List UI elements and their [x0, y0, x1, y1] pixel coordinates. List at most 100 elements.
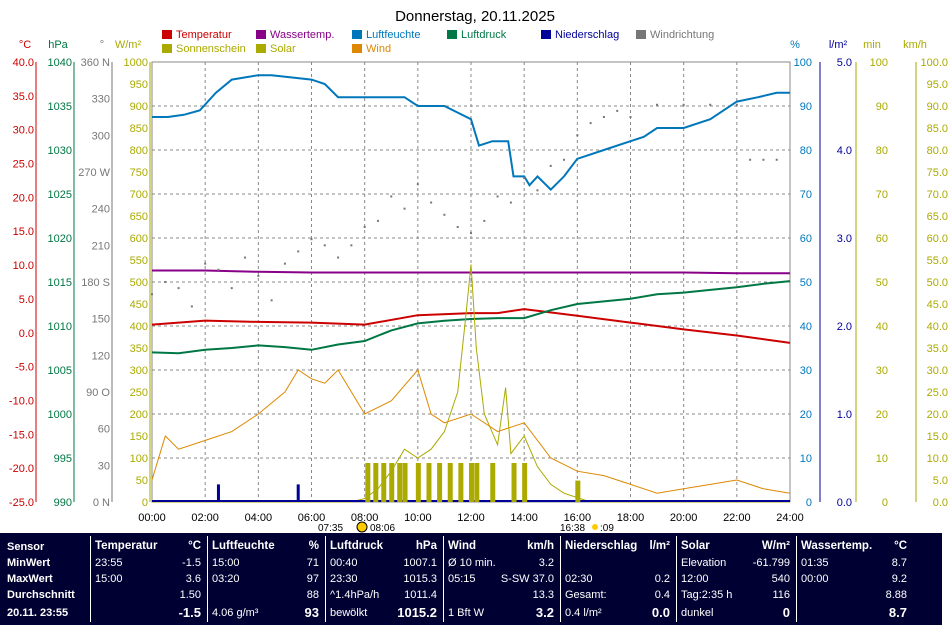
summary-column-1: Luftfeuchte% 15:00 71 03:20 97 88 4.06 g/m³ 93	[207, 536, 323, 622]
x-tick: 14:00	[510, 512, 538, 524]
series-sonnenschein-bar	[511, 463, 517, 502]
tick-kmh: 65.0	[927, 211, 948, 223]
axis-unit-min: min	[863, 39, 881, 51]
tick-rain: 5.0	[837, 57, 852, 69]
summary-cell-label: 01:35	[801, 557, 829, 569]
tick-solar: 800	[130, 145, 148, 157]
tick-solar: 650	[130, 211, 148, 223]
series-windrichtung-point	[536, 189, 539, 192]
summary-column-2: Luftdruck hPa 00:40 1007.1 23:30 1015.3 ^1.4hP…	[325, 536, 441, 622]
series-windrichtung-point	[403, 207, 406, 210]
summary-column-3: Wind km/h Ø 10 min. 3.2 05:15 S-SW 37.0 13.3 1 …	[443, 536, 558, 622]
tick-temp: -10.0	[9, 395, 34, 407]
summary-cell-label: 02:30	[565, 573, 593, 585]
tick-dir: 300	[92, 130, 110, 142]
summary-unit: %	[308, 540, 319, 552]
axis-unit-rain: l/m²	[829, 39, 848, 51]
tick-press: 1000	[48, 409, 72, 421]
summary-cell-label: 00:40	[330, 557, 358, 569]
summary-cell-value: 116	[772, 589, 790, 601]
legend-label-6: Sonnenschein	[176, 43, 246, 55]
series-sonnenschein-bar	[474, 463, 480, 502]
row-label-max: MaxWert	[7, 573, 53, 585]
summary-cell-value: 97	[306, 573, 319, 585]
tick-hum: 60	[800, 233, 812, 245]
series-windrichtung-point	[257, 274, 260, 277]
axis-unit-press: hPa	[48, 39, 68, 51]
series-windrichtung-point	[270, 299, 273, 302]
summary-cell-value: -1.5	[182, 557, 201, 569]
series-niederschlag-bar	[296, 484, 300, 502]
summary-cell-label: 05:15	[448, 573, 476, 585]
tick-solar: 50	[136, 475, 148, 487]
tick-dir: 0 N	[93, 497, 110, 509]
series-windrichtung-point	[190, 305, 193, 308]
tick-hum: 40	[800, 321, 812, 333]
summary-cell-label: Ø 10 min.	[448, 557, 496, 569]
row-label-avg: Durchschnitt	[7, 589, 75, 601]
legend-swatch	[352, 44, 362, 53]
series-windrichtung-point	[549, 164, 552, 167]
summary-unit: °C	[188, 540, 201, 552]
tick-kmh: 45.0	[927, 299, 948, 311]
sun-icon	[356, 521, 368, 533]
x-tick: 00:00	[138, 512, 166, 524]
tick-rain: 0.0	[837, 497, 852, 509]
summary-cell-value: S-SW 37.0	[500, 573, 554, 585]
summary-cell-value: 1007.1	[403, 557, 437, 569]
tick-kmh: 15.0	[927, 431, 948, 443]
tick-temp: 20.0	[13, 192, 34, 204]
tick-min: 0	[882, 497, 888, 509]
tick-min: 60	[876, 233, 888, 245]
x-tick: 04:00	[245, 512, 273, 524]
tick-press: 1010	[48, 321, 72, 333]
tick-press: 1020	[48, 233, 72, 245]
tick-kmh: 10.0	[927, 453, 948, 465]
summary-column-0: Temperatur °C 23:55 -1.5 15:00 3.6 1.50 -1.5	[90, 536, 205, 622]
summary-cell-label: dunkel	[681, 607, 714, 619]
tick-press: 1005	[48, 365, 72, 377]
tick-solar: 100	[130, 453, 148, 465]
tick-solar: 200	[130, 409, 148, 421]
legend-label-0: Temperatur	[176, 29, 232, 41]
tick-rain: 3.0	[837, 233, 852, 245]
tick-press: 1015	[48, 277, 72, 289]
row-label-min: MinWert	[7, 557, 51, 569]
tick-kmh: 35.0	[927, 343, 948, 355]
tick-press: 1025	[48, 189, 72, 201]
tick-solar: 700	[130, 189, 148, 201]
summary-unit: °C	[894, 540, 907, 552]
sunset-time-2: :09	[600, 523, 614, 533]
tick-dir: 60	[98, 424, 110, 436]
series-windrichtung-point	[456, 226, 459, 228]
series-sonnenschein-bar	[389, 463, 395, 502]
tick-solar: 550	[130, 255, 148, 267]
summary-cell-label: 12:00	[681, 573, 709, 585]
axis-unit-hum: %	[790, 39, 800, 51]
tick-temp: 15.0	[13, 226, 34, 238]
tick-kmh: 60.0	[927, 233, 948, 245]
summary-cell-value: 8.7	[891, 557, 907, 569]
series-windrichtung-point	[709, 103, 712, 106]
tick-dir: 360 N	[81, 57, 110, 69]
tick-min: 70	[876, 189, 888, 201]
summary-cell-label: 00:00	[801, 573, 829, 585]
tick-temp: -15.0	[9, 429, 34, 441]
tick-kmh: 55.0	[927, 255, 948, 267]
summary-column-6: Wassertemp. °C 01:35 8.7 00:00 9.2 8.88 8.7	[796, 536, 911, 622]
row-labels-column: Sensor MinWert MaxWert Durchschnitt 20.1…	[3, 536, 86, 622]
tick-press: 1030	[48, 145, 72, 157]
series-windrichtung-point	[602, 116, 605, 118]
series-windrichtung-point	[230, 287, 233, 290]
tick-hum: 50	[800, 277, 812, 289]
summary-header: Niederschlag	[565, 540, 638, 552]
tick-solar: 450	[130, 299, 148, 311]
summary-cell-value: 3.6	[185, 573, 201, 585]
sunrise-time-2: 16:38	[560, 523, 585, 533]
tick-kmh: 30.0	[927, 365, 948, 377]
tick-solar: 300	[130, 365, 148, 377]
tick-solar: 500	[130, 277, 148, 289]
summary-panel: Sensor MinWert MaxWert Durchschnitt 20.1…	[0, 533, 942, 625]
axis-unit-temp: °C	[19, 39, 31, 51]
tick-hum: 10	[800, 453, 812, 465]
